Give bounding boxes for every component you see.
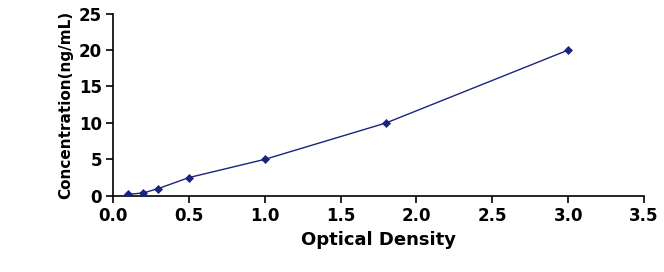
X-axis label: Optical Density: Optical Density [301, 230, 456, 249]
Y-axis label: Concentration(ng/mL): Concentration(ng/mL) [58, 11, 73, 199]
